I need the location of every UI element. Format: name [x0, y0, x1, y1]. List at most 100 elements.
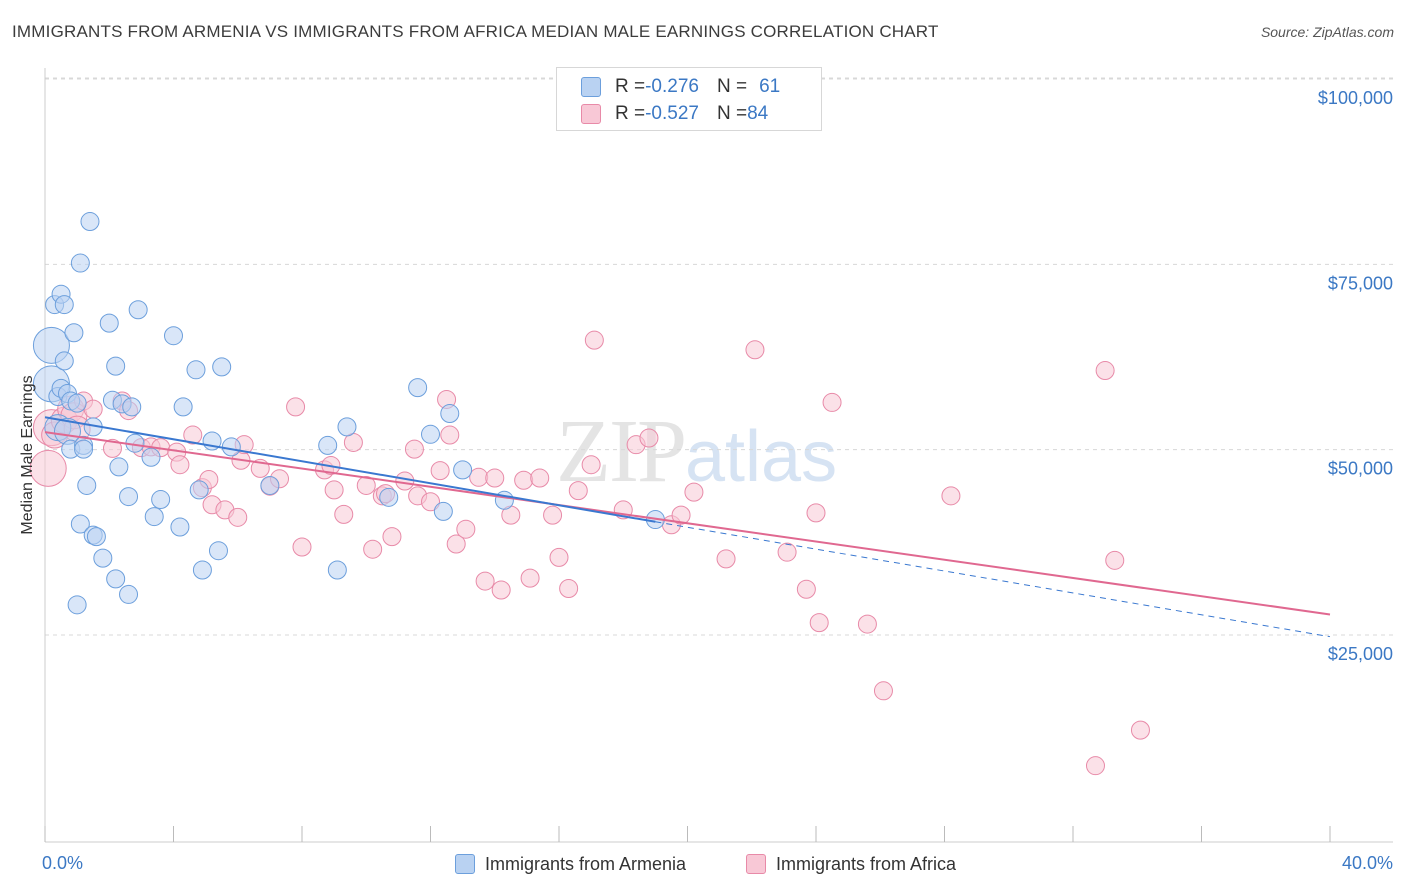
armenia-legend-label: Immigrants from Armenia [485, 853, 687, 874]
armenia-point [421, 424, 440, 444]
africa-point [530, 468, 550, 488]
africa-point [584, 330, 604, 350]
y-tick-label: $100,000 [1318, 88, 1393, 108]
armenia-point [453, 460, 473, 480]
africa-point [1130, 720, 1150, 740]
armenia-point [54, 351, 74, 371]
africa-point [796, 579, 816, 599]
armenia-legend-swatch [455, 854, 475, 874]
armenia-point [212, 357, 232, 377]
armenia-point [173, 397, 193, 417]
africa-point [170, 455, 190, 475]
x-tick-label: 40.0% [1342, 853, 1393, 873]
africa-point [745, 340, 765, 360]
armenia-point [221, 437, 241, 457]
africa-point [520, 568, 540, 588]
tick-labels: $25,000 $50,000 $75,000 $100,000 0.0% 40.0% [42, 88, 1393, 873]
armenia-point [119, 584, 139, 604]
armenia-point [74, 439, 94, 459]
armenia-point [106, 356, 126, 376]
africa-point [581, 455, 601, 475]
watermark-atlas: atlas [685, 417, 838, 497]
armenia-point [122, 397, 142, 417]
africa-point [183, 425, 203, 445]
chart-title: IMMIGRANTS FROM ARMENIA VS IMMIGRANTS FR… [12, 22, 939, 41]
africa-point [806, 503, 826, 523]
armenia-point [128, 300, 148, 320]
africa-point [485, 468, 505, 488]
armenia-point [327, 560, 347, 580]
armenia-r-label: R = [615, 76, 646, 97]
armenia-n-value: 61 [759, 76, 781, 97]
africa-point [716, 549, 736, 569]
armenia-point [80, 212, 100, 232]
armenia-point [119, 487, 139, 507]
africa-point [559, 579, 579, 599]
legend-row-africa: R = -0.527 N = 84 [581, 102, 768, 126]
armenia-point [54, 295, 74, 315]
armenia-point [151, 490, 171, 510]
armenia-point [86, 527, 106, 547]
africa-point [1085, 756, 1105, 776]
africa-point [873, 681, 893, 701]
africa-point [456, 519, 476, 539]
armenia-point [64, 323, 84, 343]
armenia-n-label: N = [716, 76, 748, 97]
africa-point [334, 504, 354, 524]
africa-points [29, 330, 1150, 776]
armenia-point [93, 548, 113, 568]
source-label: Source: ZipAtlas.com [1260, 24, 1394, 40]
africa-r-value: -0.527 [645, 103, 699, 124]
africa-point [543, 505, 563, 525]
africa-point [286, 397, 306, 417]
armenia-point [433, 501, 453, 521]
africa-point [941, 486, 961, 506]
armenia-point [109, 457, 129, 477]
africa-point [684, 482, 704, 502]
armenia-point [318, 435, 338, 455]
y-tick-label: $25,000 [1328, 644, 1393, 664]
africa-point [491, 580, 511, 600]
africa-point [446, 534, 466, 554]
africa-trend-line [44, 431, 1331, 616]
africa-point [395, 471, 415, 491]
africa-point [382, 527, 402, 547]
africa-point [568, 481, 588, 501]
armenia-point [189, 480, 209, 500]
series-legend-africa: Immigrants from Africa [746, 851, 956, 877]
x-tick-label: 0.0% [42, 853, 83, 873]
trend-lines [44, 416, 1331, 638]
y-tick-label: $50,000 [1328, 459, 1393, 479]
africa-point [421, 492, 440, 512]
armenia-r-value: -0.276 [645, 76, 699, 97]
africa-point [822, 392, 842, 412]
armenia-point [67, 595, 87, 615]
africa-n-value: 84 [747, 103, 769, 124]
africa-n-label: N = [716, 103, 748, 124]
armenia-point [337, 417, 357, 437]
africa-point [549, 547, 569, 567]
armenia-point [141, 447, 161, 467]
africa-point [475, 571, 495, 591]
africa-point [1105, 550, 1125, 570]
africa-point [671, 505, 691, 525]
africa-point [1095, 361, 1115, 381]
armenia-point [164, 326, 183, 346]
series-legend-armenia: Immigrants from Armenia [455, 851, 686, 877]
armenia-point [192, 560, 212, 580]
armenia-point [379, 487, 399, 507]
armenia-point [70, 253, 90, 273]
y-tick-label: $75,000 [1328, 273, 1393, 293]
legend-row-armenia: R = -0.276 N = 61 [581, 75, 780, 99]
africa-point [228, 507, 248, 527]
africa-point [102, 438, 122, 458]
africa-point [363, 539, 383, 559]
armenia-trend-line [44, 416, 656, 523]
armenia-point [106, 569, 126, 589]
armenia-swatch [581, 77, 601, 97]
armenia-point [144, 507, 164, 527]
africa-point [639, 428, 659, 448]
armenia-point [408, 378, 428, 398]
armenia-point [77, 475, 97, 495]
